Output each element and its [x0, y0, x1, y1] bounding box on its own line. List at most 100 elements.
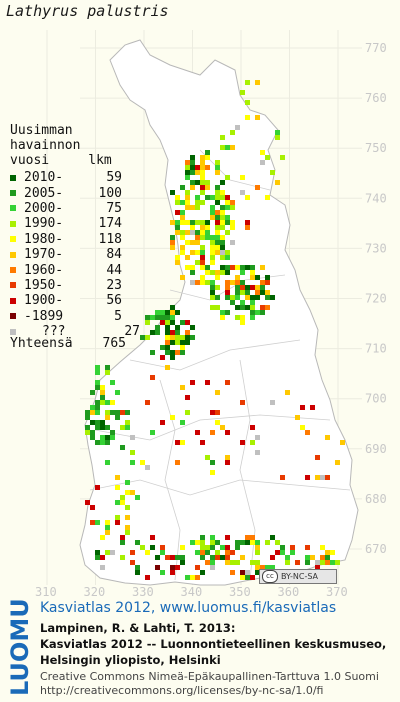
observation-square	[305, 555, 310, 560]
observation-square	[340, 440, 345, 445]
observation-square	[335, 560, 340, 565]
observation-square	[100, 385, 105, 390]
observation-square	[215, 235, 220, 240]
observation-square	[235, 315, 240, 320]
observation-square	[210, 210, 215, 215]
citation: Lampinen, R. & Lahti, T. 2013: Kasviatla…	[40, 620, 386, 668]
observation-square	[215, 210, 220, 215]
observation-square	[170, 245, 175, 250]
observation-square	[190, 230, 195, 235]
observation-square	[280, 550, 285, 555]
observation-square	[230, 205, 235, 210]
observation-square	[125, 515, 130, 520]
observation-square	[105, 530, 110, 535]
observation-square	[200, 255, 205, 260]
observation-square	[230, 200, 235, 205]
observation-square	[105, 440, 110, 445]
observation-square	[100, 435, 105, 440]
observation-square	[215, 225, 220, 230]
observation-square	[195, 170, 200, 175]
x-tick-label: 310	[35, 585, 57, 599]
observation-square	[195, 240, 200, 245]
observation-square	[100, 565, 105, 570]
observation-square	[230, 570, 235, 575]
luomus-logo: LUOMUS	[6, 600, 34, 696]
observation-square	[265, 305, 270, 310]
observation-square	[155, 325, 160, 330]
observation-square	[200, 550, 205, 555]
observation-square	[235, 125, 240, 130]
observation-square	[230, 220, 235, 225]
observation-square	[225, 215, 230, 220]
observation-square	[240, 290, 245, 295]
observation-square	[180, 200, 185, 205]
observation-square	[100, 390, 105, 395]
observation-square	[275, 180, 280, 185]
observation-square	[250, 295, 255, 300]
observation-square	[185, 230, 190, 235]
legend-item: -1899 5	[10, 309, 140, 324]
observation-square	[110, 400, 115, 405]
legend-swatch	[10, 328, 16, 335]
observation-square	[90, 390, 95, 395]
observation-square	[170, 415, 175, 420]
observation-square	[200, 545, 205, 550]
observation-square	[180, 555, 185, 560]
observation-square	[225, 230, 230, 235]
observation-square	[90, 420, 95, 425]
observation-square	[250, 560, 255, 565]
license-line-2[interactable]: http://creativecommons.org/licenses/by-n…	[40, 684, 324, 697]
observation-square	[125, 530, 130, 535]
observation-square	[85, 415, 90, 420]
observation-square	[190, 540, 195, 545]
observation-square	[220, 225, 225, 230]
observation-square	[85, 425, 90, 430]
legend-count: 27	[124, 324, 140, 340]
observation-square	[190, 180, 195, 185]
observation-square	[185, 205, 190, 210]
observation-square	[255, 435, 260, 440]
observation-square	[205, 265, 210, 270]
observation-square	[220, 255, 225, 260]
observation-square	[200, 230, 205, 235]
x-tick-label: 320	[84, 585, 106, 599]
observation-square	[145, 320, 150, 325]
legend-heading: Uusimman havainnon vuosi lkm	[10, 123, 112, 168]
observation-square	[215, 200, 220, 205]
observation-square	[240, 570, 245, 575]
observation-square	[235, 275, 240, 280]
legend-heading-line-2: havainnon	[10, 138, 81, 153]
observation-square	[185, 340, 190, 345]
observation-square	[170, 320, 175, 325]
observation-square	[215, 540, 220, 545]
observation-square	[220, 245, 225, 250]
observation-square	[105, 525, 110, 530]
observation-square	[275, 540, 280, 545]
observation-square	[190, 155, 195, 160]
legend-item: 2010- 59	[10, 170, 140, 185]
observation-square	[180, 385, 185, 390]
observation-square	[185, 240, 190, 245]
observation-square	[215, 195, 220, 200]
observation-square	[225, 535, 230, 540]
observation-square	[175, 195, 180, 200]
y-tick-label: 700	[365, 392, 387, 406]
observation-square	[255, 560, 260, 565]
y-tick-label: 670	[365, 542, 387, 556]
observation-square	[110, 550, 115, 555]
observation-square	[215, 270, 220, 275]
observation-square	[165, 330, 170, 335]
observation-square	[195, 250, 200, 255]
observation-square	[185, 410, 190, 415]
observation-square	[95, 410, 100, 415]
observation-square	[215, 170, 220, 175]
observation-square	[100, 420, 105, 425]
observation-square	[175, 220, 180, 225]
kasviatlas-link[interactable]: Kasviatlas 2012, www.luomus.fi/kasviatla…	[40, 600, 337, 616]
observation-square	[190, 280, 195, 285]
observation-square	[160, 570, 165, 575]
cc-license-badge[interactable]: cc BY-NC-SA	[259, 569, 337, 584]
observation-square	[200, 260, 205, 265]
legend-count: 44	[106, 262, 122, 278]
observation-square	[215, 275, 220, 280]
